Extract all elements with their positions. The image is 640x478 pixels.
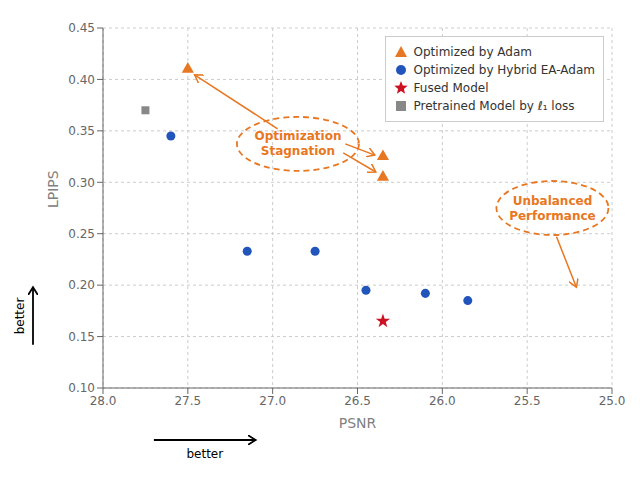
svg-text:25.0: 25.0 [599,394,626,408]
svg-text:0.10: 0.10 [68,381,95,395]
svg-text:0.30: 0.30 [68,176,95,190]
html-text:Fused Model: Fused Model [413,81,489,95]
svg-text:27.0: 27.0 [259,394,286,408]
svg-text:LPIPS: LPIPS [45,170,61,208]
svg-text:27.5: 27.5 [174,394,201,408]
svg-text:26.5: 26.5 [344,394,371,408]
svg-text:0.45: 0.45 [68,21,95,35]
svg-text:25.5: 25.5 [514,394,541,408]
svg-text:OptimizationStagnation: OptimizationStagnation [254,129,341,158]
svg-text:26.0: 26.0 [429,394,456,408]
html-text:Optimized by Hybrid EA-Adam: Optimized by Hybrid EA-Adam [413,63,595,77]
svg-text:0.40: 0.40 [68,73,95,87]
svg-text:better: better [186,447,223,461]
svg-text:0.20: 0.20 [68,278,95,292]
html-text:Optimized by Adam: Optimized by Adam [413,45,532,59]
svg-text:0.35: 0.35 [68,124,95,138]
svg-text:UnbalancedPerformance: UnbalancedPerformance [509,193,596,222]
svg-text:better: better [13,298,27,335]
html-text:Pretrained Model by ℓ₁ loss: Pretrained Model by ℓ₁ loss [413,99,575,113]
svg-text:0.25: 0.25 [68,227,95,241]
svg-text:0.15: 0.15 [68,330,95,344]
svg-text:28.0: 28.0 [90,394,117,408]
svg-text:PSNR: PSNR [339,415,377,431]
